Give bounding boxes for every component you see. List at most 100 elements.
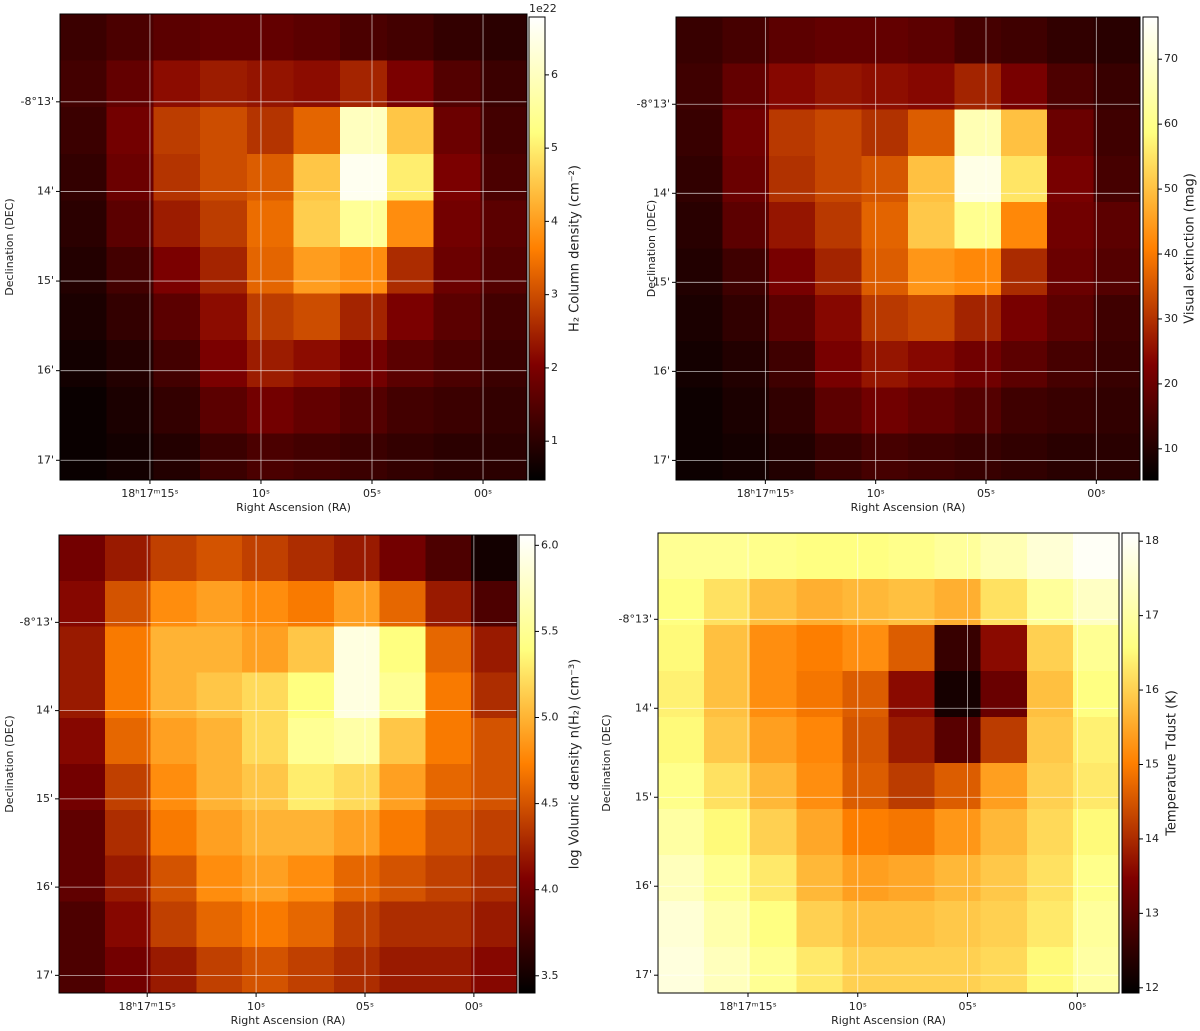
heat-cell (888, 533, 936, 580)
heat-cell (815, 387, 863, 435)
colorbar-label: Temperature Tdust (K) (1165, 690, 1180, 837)
x-tick-label: 18ʰ17ᵐ15ˢ (118, 1000, 175, 1013)
heat-cell (471, 809, 518, 857)
heat-cell (722, 63, 770, 111)
heat-cell (106, 107, 154, 155)
heat-cell (106, 247, 154, 295)
heat-cell (150, 535, 197, 582)
heat-cell (433, 340, 481, 388)
heat-cell (954, 387, 1002, 435)
heat-cell (908, 202, 955, 249)
colorbar-tick-label: 4 (551, 214, 558, 227)
heat-cell (980, 625, 1028, 672)
heat-cell (842, 855, 889, 902)
heat-cell (386, 200, 435, 248)
heat-cell (106, 293, 154, 341)
heat-cell (425, 718, 472, 765)
heat-cell (676, 202, 723, 249)
heat-cell (288, 764, 335, 811)
heat-cell (150, 764, 197, 811)
heat-cell (386, 107, 435, 155)
heat-cell (796, 947, 843, 994)
heat-cell (815, 433, 863, 481)
plot-frame (657, 532, 1120, 994)
plot-frame (58, 534, 518, 994)
heat-cell (796, 533, 843, 580)
heat-cell (861, 17, 909, 64)
heat-cell (340, 433, 388, 481)
heat-cell (480, 293, 528, 341)
heat-cell (480, 60, 528, 108)
x-tick-label: 05ˢ (356, 1000, 374, 1013)
heat-cell (954, 433, 1002, 481)
heat-cell (106, 340, 154, 388)
heat-cell (658, 809, 705, 856)
heat-cell (60, 386, 108, 434)
heat-cell (722, 433, 770, 481)
heat-cell (861, 341, 909, 388)
colorbar-tick-label: 70 (1164, 52, 1178, 65)
heat-cell (1093, 109, 1141, 157)
x-axis-label: Right Ascension (RA) (231, 1014, 346, 1027)
heat-cell (425, 809, 472, 857)
heat-cell (1026, 625, 1074, 672)
heat-cell (333, 855, 381, 902)
heat-cell (768, 248, 816, 296)
heat-cell (954, 109, 1002, 157)
heat-cell (150, 580, 197, 628)
heat-cell (386, 247, 435, 295)
heat-cell (1072, 533, 1120, 580)
heat-cell (471, 626, 518, 673)
colorbar-tick-label: 15 (1145, 757, 1159, 770)
colorbar-tick-label: 17 (1145, 609, 1159, 622)
heat-cell (1047, 433, 1095, 481)
heat-cell (815, 341, 863, 388)
heat-cell (425, 947, 472, 994)
heat-cell (1093, 433, 1141, 481)
heat-cell (288, 535, 335, 582)
heat-cell (750, 809, 797, 856)
heat-cell (200, 386, 248, 434)
heat-cell (908, 341, 955, 388)
heat-cell (861, 387, 909, 435)
heat-cell (196, 718, 243, 765)
heat-cell (333, 535, 381, 582)
heat-cell (386, 293, 435, 341)
heat-cell (861, 433, 909, 481)
heat-cell (471, 855, 518, 902)
heat-cell (815, 294, 863, 342)
x-tick-label: 05ˢ (363, 487, 381, 500)
heat-cell (196, 901, 243, 948)
heat-cell (246, 60, 294, 108)
heat-cell (333, 901, 381, 948)
colorbar-tick-label: 4.5 (541, 797, 559, 810)
colorbar-tick-label: 18 (1145, 534, 1159, 547)
heat-cell (200, 247, 248, 295)
y-tick-label: 14' (37, 184, 54, 197)
heat-cell (104, 672, 152, 719)
heat-cell (293, 247, 341, 295)
heat-cell (1093, 63, 1141, 111)
heat-cell (796, 671, 843, 718)
heat-cell (200, 107, 248, 155)
x-tick-label: 10ˢ (247, 1000, 265, 1013)
heat-cell (796, 763, 843, 810)
heat-cell (288, 580, 335, 628)
y-tick-label: 16' (37, 364, 54, 377)
heat-cell (722, 387, 770, 435)
heat-cell (1047, 17, 1095, 64)
y-tick-label: 17' (635, 968, 652, 981)
y-tick-label: 14' (635, 701, 652, 714)
x-tick-label: 10ˢ (867, 487, 885, 500)
heat-cell (333, 672, 381, 719)
heat-cell (60, 153, 108, 201)
heat-cell (1000, 433, 1048, 481)
plot-frame (675, 16, 1141, 481)
heat-cell (293, 433, 341, 481)
heat-cell (480, 153, 528, 201)
heat-cell (200, 433, 248, 481)
heat-cell (242, 901, 289, 948)
heat-cell (888, 625, 936, 672)
heat-cell (246, 247, 294, 295)
heat-cell (333, 764, 381, 811)
